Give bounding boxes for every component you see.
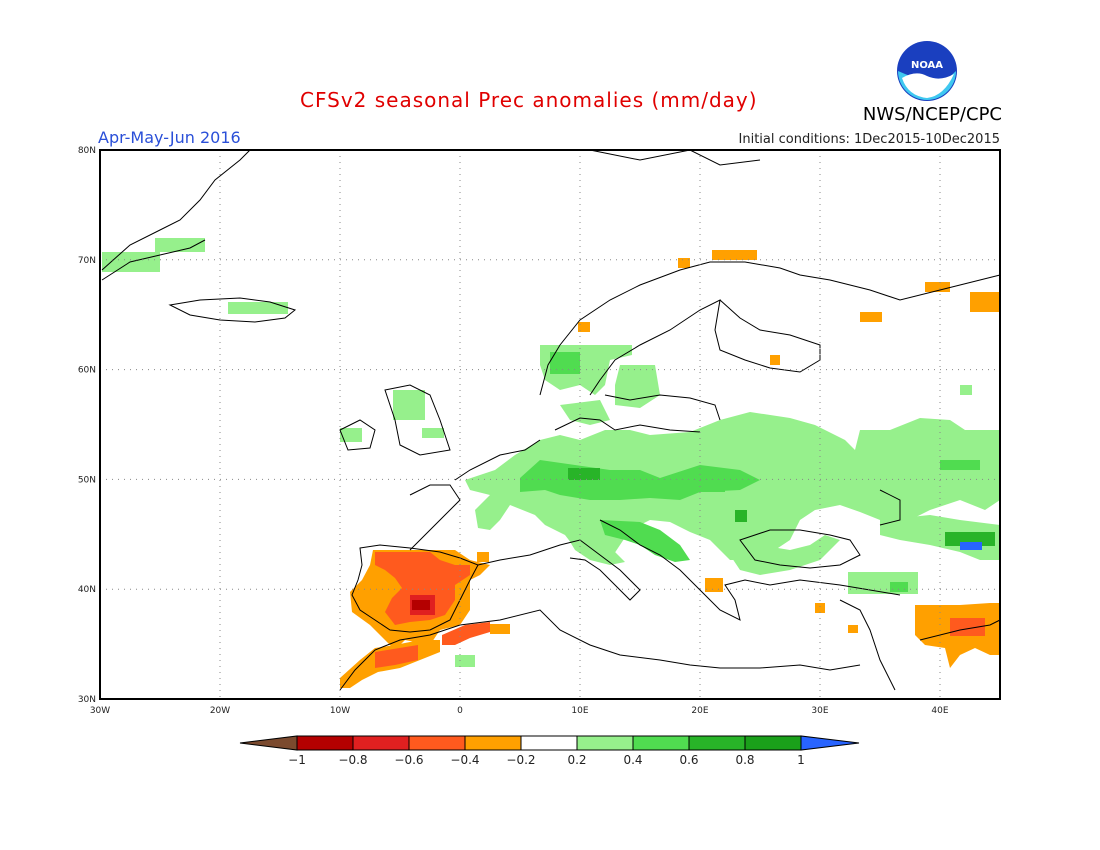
colorbar-label: −0.8 [338,753,367,767]
colorbar-label: 1 [797,753,805,767]
colorbar-max-arrow [800,735,860,751]
iberia-deep-red-cell [412,600,430,610]
uk-green-cell-3 [422,428,444,438]
levant-orange-cell [848,625,858,633]
coastlines [101,149,1001,691]
colorbar-segment [408,735,466,751]
greenland-green-cell-2 [155,238,205,252]
caucasus-blue-cell [960,542,982,550]
map-frame [99,149,1001,700]
lat-tick-label: 50N [78,475,96,485]
turkey-medium-green-cell [890,582,908,592]
colorbar-label: −0.6 [394,753,423,767]
russia-orange-cell-2 [925,282,950,292]
lon-tick-label: 20E [691,706,708,716]
gridlines [100,150,1000,699]
caucasus-dark-green-cell [945,532,995,546]
algeria-red-region [442,622,490,645]
lat-tick-label: 40N [78,585,96,595]
lat-tick-label: 60N [78,366,96,376]
colorbar: −1 −0.8 −0.6 −0.4 −0.2 0.2 0.4 0.6 0.8 1 [239,735,860,767]
colorbar-label: −1 [288,753,306,767]
colorbar-segment [464,735,522,751]
belarus-green-cell [860,490,880,500]
colorbar-label: 0.4 [623,753,642,767]
colorbar-label: 0.2 [567,753,586,767]
initial-conditions-label: Initial conditions: 1Dec2015-10Dec2015 [738,132,1000,147]
norway-medium-green-cell [550,352,580,374]
russia-orange-cell-3 [970,292,1000,312]
colorbar-min-arrow [239,735,298,751]
lat-tick-label: 80N [78,146,96,156]
cyprus-orange-cell [815,603,825,613]
north-africa-red-region [375,645,418,668]
iberia-orange-cell [477,552,489,562]
germany-dark-green-cell [568,468,600,480]
lat-tick-label: 70N [78,256,96,266]
lon-tick-label: 40E [931,706,948,716]
baltic-green-region [560,400,610,425]
uk-green-cell [393,390,425,420]
middle-east-red-cell [950,618,985,636]
anomaly-cells [102,238,1000,688]
colorbar-segment [744,735,802,751]
russia-green-cell [960,385,972,395]
lat-tick-label: 30N [78,695,96,705]
axis-ticks: 30W 20W 10W 0 10E 20E 30E 40E 30N 40N 50N 60N 70N 80N [78,146,949,716]
season-label: Apr-May-Jun 2016 [98,128,241,147]
lon-tick-label: 10E [571,706,588,716]
logo-text: NOAA [911,60,943,71]
colorbar-label: −0.2 [506,753,535,767]
italy-green-region [566,535,625,565]
colorbar-segment [688,735,746,751]
colorbar-label: 0.6 [679,753,698,767]
iceland-green-cell [228,302,288,314]
lon-tick-label: 10W [330,706,350,716]
colorbar-segment [632,735,690,751]
colorbar-segment [520,735,578,751]
colorbar-label: −0.4 [450,753,479,767]
colorbar-segment [296,735,354,751]
norway-orange-cell-2 [678,258,690,268]
agency-label: NWS/NCEP/CPC [862,104,1002,125]
colorbar-segment [576,735,634,751]
noaa-logo-icon: NOAA [897,41,957,101]
lon-tick-label: 0 [457,706,463,716]
norway-orange-cell [712,250,757,260]
russia-orange-cell [860,312,882,322]
sweden-green-region [615,365,660,408]
sahara-green-cell [455,655,475,667]
lon-tick-label: 20W [210,706,230,716]
norway-orange-cell-3 [578,322,590,332]
colorbar-segment [352,735,410,751]
map-title: CFSv2 seasonal Prec anomalies (mm/day) [300,88,758,112]
balkans-medium-green [600,520,690,562]
finland-orange-cell [770,355,780,365]
colorbar-label: 0.8 [735,753,754,767]
uk-green-cell-2 [340,428,362,442]
lon-tick-label: 30E [811,706,828,716]
greece-orange-cell [705,578,723,592]
iberia-red-region [375,552,470,625]
romania-dark-green-cell [735,510,747,522]
lon-tick-label: 30W [90,706,110,716]
caucasus-medium-green-cell [940,460,980,470]
black-sea-green-region [730,535,840,575]
algeria-orange-cell [490,624,510,634]
